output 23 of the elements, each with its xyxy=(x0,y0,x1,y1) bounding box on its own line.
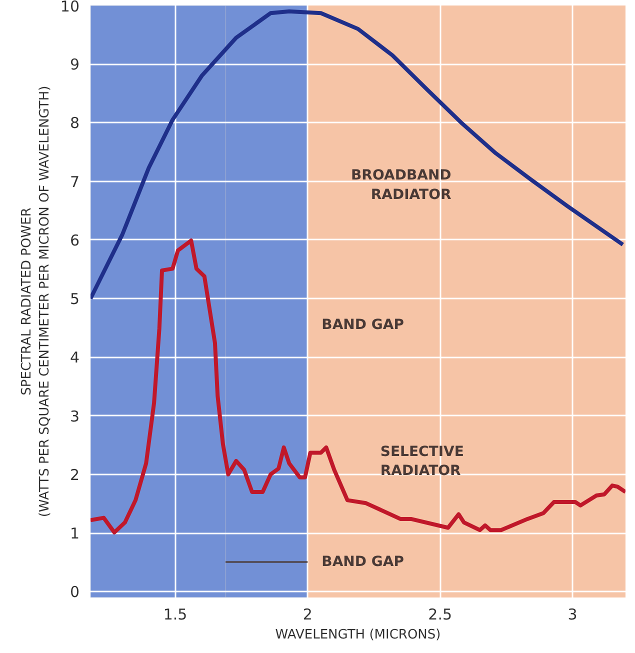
x-tick-label: 1.5 xyxy=(163,606,188,624)
y-tick-label: 10 xyxy=(60,0,80,16)
y-tick-label: 4 xyxy=(70,348,80,367)
series-label: SELECTIVE RADIATOR xyxy=(380,444,464,479)
y-tick-label: 0 xyxy=(70,583,80,602)
y-tick-label: 6 xyxy=(70,231,80,250)
text: BROADBAND RADIATOR xyxy=(351,168,452,203)
x-tick-label: 2 xyxy=(302,606,312,624)
y-tick-label: 1 xyxy=(70,524,80,543)
y-tick-label: 7 xyxy=(70,172,80,191)
x-axis-title: WAVELENGTH (MICRONS) xyxy=(275,628,441,642)
band-label: BAND GAP xyxy=(322,554,404,570)
y-tick-label: 8 xyxy=(70,114,80,132)
x-tick-label: 2.5 xyxy=(428,606,452,624)
y-axis-title: SPECTRAL RADIATED POWER (WATTS PER SQUARE CENTIMETER PER MICRON OF WAVELENGTH) xyxy=(19,86,52,518)
y-tick-label: 3 xyxy=(70,407,80,426)
y-tick-label: 5 xyxy=(70,290,80,308)
line-series xyxy=(90,9,625,301)
x-tick-label: 3 xyxy=(568,606,578,624)
y-tick-label: 2 xyxy=(70,466,80,484)
y-tick-label: 9 xyxy=(70,56,80,74)
band-label: BAND GAP xyxy=(322,317,404,334)
line-series xyxy=(90,238,626,534)
